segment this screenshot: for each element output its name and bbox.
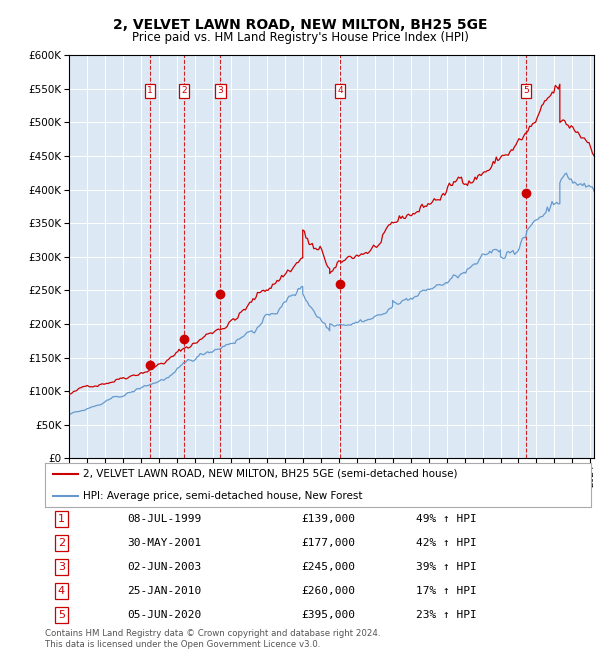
Text: 3: 3 [218,86,223,96]
Text: 4: 4 [337,86,343,96]
Text: 42% ↑ HPI: 42% ↑ HPI [416,538,477,548]
Text: £260,000: £260,000 [302,586,356,596]
Text: 2: 2 [181,86,187,96]
Text: 25-JAN-2010: 25-JAN-2010 [127,586,201,596]
Text: HPI: Average price, semi-detached house, New Forest: HPI: Average price, semi-detached house,… [83,491,363,501]
Text: £139,000: £139,000 [302,514,356,524]
Text: 23% ↑ HPI: 23% ↑ HPI [416,610,477,620]
Text: £245,000: £245,000 [302,562,356,572]
Text: 1: 1 [58,514,65,524]
Text: 05-JUN-2020: 05-JUN-2020 [127,610,201,620]
Text: £395,000: £395,000 [302,610,356,620]
Text: 5: 5 [58,610,65,620]
Text: 5: 5 [523,86,529,96]
Text: 2, VELVET LAWN ROAD, NEW MILTON, BH25 5GE: 2, VELVET LAWN ROAD, NEW MILTON, BH25 5G… [113,18,487,32]
Text: £177,000: £177,000 [302,538,356,548]
Text: 2, VELVET LAWN ROAD, NEW MILTON, BH25 5GE (semi-detached house): 2, VELVET LAWN ROAD, NEW MILTON, BH25 5G… [83,469,458,479]
Text: 1: 1 [148,86,153,96]
Text: 3: 3 [58,562,65,572]
Text: Price paid vs. HM Land Registry's House Price Index (HPI): Price paid vs. HM Land Registry's House … [131,31,469,44]
Text: 49% ↑ HPI: 49% ↑ HPI [416,514,477,524]
Text: 08-JUL-1999: 08-JUL-1999 [127,514,201,524]
Text: 4: 4 [58,586,65,596]
Text: 02-JUN-2003: 02-JUN-2003 [127,562,201,572]
Text: 39% ↑ HPI: 39% ↑ HPI [416,562,477,572]
Text: Contains HM Land Registry data © Crown copyright and database right 2024.
This d: Contains HM Land Registry data © Crown c… [45,629,380,649]
Text: 17% ↑ HPI: 17% ↑ HPI [416,586,477,596]
Text: 2: 2 [58,538,65,548]
Text: 30-MAY-2001: 30-MAY-2001 [127,538,201,548]
